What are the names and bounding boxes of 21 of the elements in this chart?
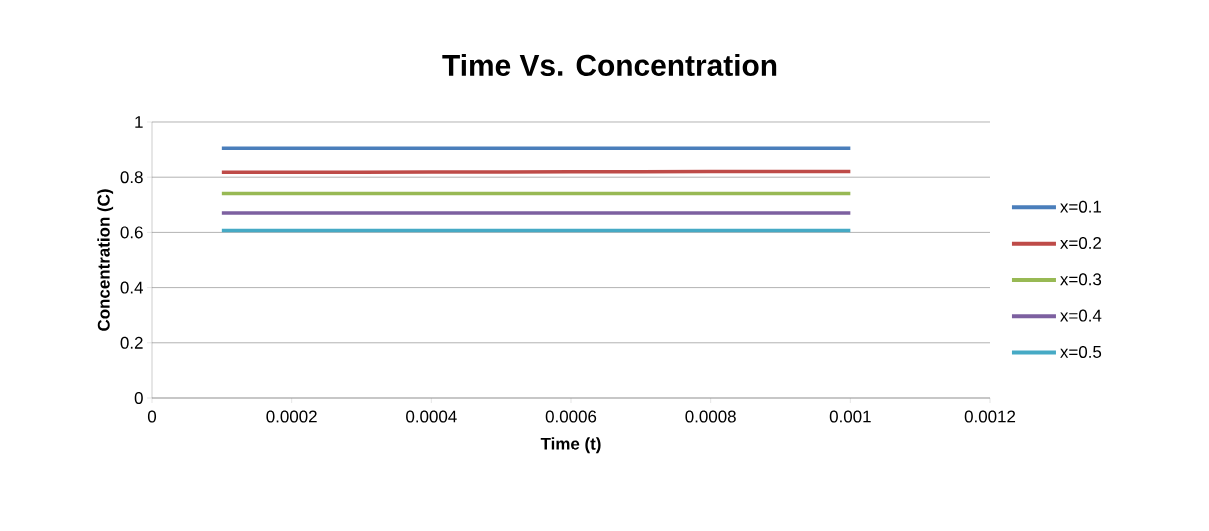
x-tick-label: 0 <box>147 410 157 423</box>
y-tick-label: 0.6 <box>120 226 143 239</box>
y-tick-label: 0 <box>134 392 143 404</box>
y-tick-label: 1 <box>135 116 143 128</box>
x-tick-label: 0.0004 <box>406 410 457 423</box>
x-tick-label: 0.001 <box>829 410 871 423</box>
x-tick-label: 0.0002 <box>266 410 317 423</box>
legend-label: x=0.4 <box>1060 309 1102 322</box>
y-tick-label: 0.2 <box>120 336 143 349</box>
y-axis-title: Concentration (C) <box>97 189 114 331</box>
y-tick-label: 0.8 <box>120 171 143 184</box>
chart-title: Time Vs. Concentration <box>442 54 777 76</box>
legend-label: x=0.5 <box>1060 345 1102 358</box>
legend-label: x=0.2 <box>1060 237 1101 250</box>
legend-label: x=0.1 <box>1060 200 1102 213</box>
x-axis-title: Time (t) <box>540 437 601 454</box>
x-tick-label: 0.0012 <box>964 410 1016 423</box>
x-tick-label: 0.0006 <box>545 410 597 423</box>
x-tick-label: 0.0008 <box>685 410 736 423</box>
legend-label: x=0.3 <box>1060 273 1102 286</box>
y-tick-label: 0.4 <box>120 281 143 294</box>
